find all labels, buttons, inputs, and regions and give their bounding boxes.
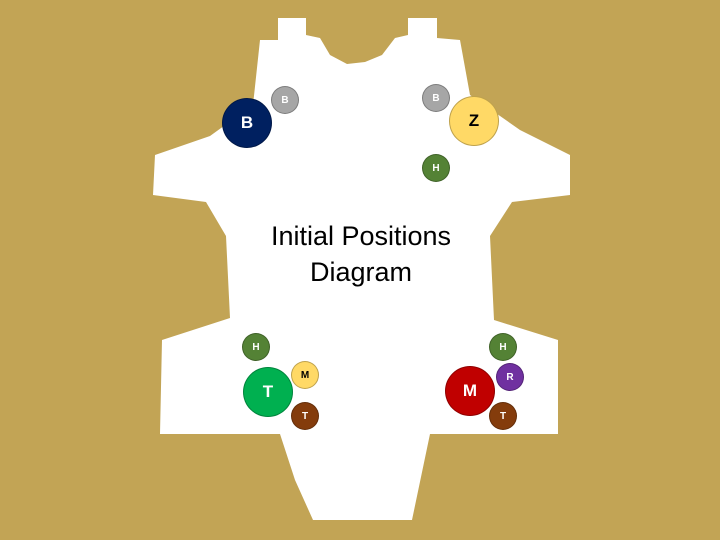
token-letter: B	[432, 92, 440, 104]
token-letter: H	[432, 162, 440, 174]
token-b-small-right: B	[422, 84, 450, 112]
token-letter: M	[300, 369, 310, 381]
token-letter: B	[281, 94, 289, 106]
diagram-title: Initial Positions Diagram	[230, 218, 492, 290]
token-letter: Z	[468, 111, 480, 130]
token-r-small: R	[496, 363, 524, 391]
token-letter: T	[262, 382, 274, 401]
token-h-top: H	[422, 154, 450, 182]
token-b-large: B	[222, 98, 272, 148]
title-line-2: Diagram	[309, 257, 413, 287]
token-letter: H	[499, 341, 507, 353]
token-letter: H	[252, 341, 260, 353]
token-letter: B	[240, 113, 254, 132]
token-m-large: M	[445, 366, 495, 416]
token-h-bottom-left: H	[242, 333, 270, 361]
token-t-large: T	[243, 367, 293, 417]
token-b-small-left: B	[271, 86, 299, 114]
token-m-small: M	[291, 361, 319, 389]
token-letter: T	[301, 410, 309, 422]
token-h-bottom-right: H	[489, 333, 517, 361]
token-letter: R	[506, 371, 514, 383]
token-z-large: Z	[449, 96, 499, 146]
token-t-small-left: T	[291, 402, 319, 430]
token-letter: M	[462, 381, 478, 400]
token-t-small-right: T	[489, 402, 517, 430]
title-line-1: Initial Positions	[270, 221, 452, 251]
token-letter: T	[499, 410, 507, 422]
